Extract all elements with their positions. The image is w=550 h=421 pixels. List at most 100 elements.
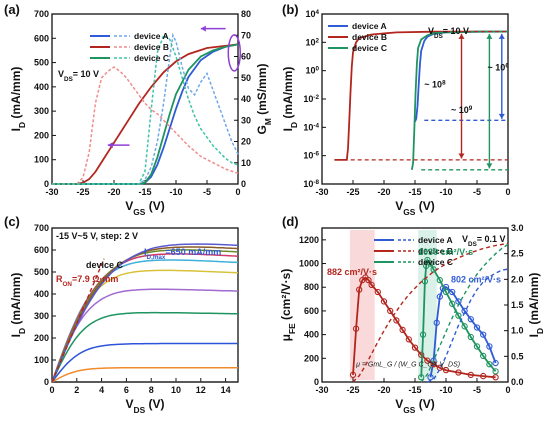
label-part: = 10 V bbox=[443, 26, 469, 36]
y-tick-label: 10-4 bbox=[303, 122, 319, 133]
y-tick-label: 1000 bbox=[299, 259, 319, 269]
legend-label: device B bbox=[418, 246, 453, 256]
y2-tick-label: 40 bbox=[241, 94, 251, 104]
panel-d: (d) -30 -25 -20 -15 -10 -5 0 0 200 400 600 800 1000 12… bbox=[279, 214, 545, 415]
y2-tick-label: 1.5 bbox=[511, 300, 524, 310]
label-part: (V) bbox=[145, 397, 164, 411]
y-tick-label: 100 bbox=[34, 355, 49, 365]
panel-a: (a)-30 -25 -20 -15 -10 -5 00100200300400500600… bbox=[4, 2, 273, 217]
label-part: V bbox=[126, 397, 134, 411]
y-tick-label: 800 bbox=[304, 282, 319, 292]
gm-series-line bbox=[52, 32, 239, 185]
y2-tick-label: 3.0 bbox=[511, 223, 524, 233]
label-part: (V) bbox=[145, 199, 164, 213]
label-part: 8 bbox=[442, 79, 446, 86]
y-tick-label: 102 bbox=[305, 37, 319, 48]
mobility-marker bbox=[480, 331, 487, 338]
label-part: (V) bbox=[415, 397, 434, 411]
mobility-marker bbox=[492, 368, 499, 375]
label-part: V bbox=[395, 199, 403, 213]
y-axis-label: μFE (cm²/V·s) bbox=[279, 269, 297, 342]
arrow-head bbox=[458, 33, 465, 39]
output-curve bbox=[51, 269, 239, 383]
y-tick-label: 0 bbox=[314, 377, 319, 387]
mobility-marker bbox=[436, 276, 443, 284]
mobility-marker bbox=[480, 352, 487, 360]
mobility-marker bbox=[393, 317, 400, 324]
highlight-ellipse bbox=[227, 34, 242, 72]
x-tick-label: 0 bbox=[505, 385, 510, 395]
label-part: ~ 10 bbox=[424, 80, 442, 90]
label-part: DS bbox=[134, 405, 146, 415]
mobility-marker bbox=[473, 324, 481, 331]
label-part: μ bbox=[279, 334, 293, 341]
mobility-marker bbox=[405, 336, 412, 343]
label-part: I bbox=[9, 128, 23, 131]
y2-axis-label: GM (mS/mm) bbox=[255, 63, 273, 134]
y2-tick-label: 2.5 bbox=[511, 249, 524, 259]
y-tick-label: 0 bbox=[44, 377, 49, 387]
ratio-label: ~ 109 bbox=[451, 105, 473, 116]
x-tick-label: 12 bbox=[196, 385, 206, 395]
label-part: V bbox=[125, 199, 133, 213]
y-axis-label: ID (mA/mm) bbox=[9, 273, 27, 338]
panel-label: (d) bbox=[282, 214, 299, 229]
legend-label: device C bbox=[352, 43, 387, 53]
label-part: I bbox=[144, 247, 147, 257]
x-tick-label: -5 bbox=[203, 187, 211, 197]
mobility-marker bbox=[467, 316, 474, 323]
label-part: ON bbox=[63, 281, 73, 288]
arrow-head bbox=[498, 33, 505, 39]
label-part: -6 bbox=[313, 150, 319, 157]
y-tick-label: 300 bbox=[34, 311, 49, 321]
arrow-head bbox=[200, 25, 206, 32]
label-part: 10 bbox=[305, 37, 315, 47]
label-part: 10 bbox=[305, 9, 315, 19]
y-tick-label: 600 bbox=[304, 306, 319, 316]
mobility-marker bbox=[399, 326, 406, 334]
x-axis-label: VGS (V) bbox=[125, 199, 164, 217]
arrow-head bbox=[486, 163, 493, 169]
y-tick-label: 200 bbox=[34, 333, 49, 343]
id-series-line bbox=[52, 43, 239, 185]
mobility-marker bbox=[427, 374, 434, 381]
y-tick-label: 400 bbox=[34, 289, 49, 299]
log-series-line bbox=[334, 30, 508, 161]
legend-label: device B bbox=[134, 42, 169, 52]
y-axis-label: ID (mA/mm) bbox=[281, 67, 299, 132]
label-part: 6 bbox=[505, 62, 509, 69]
id-series-line bbox=[352, 242, 509, 383]
label-part: G bbox=[255, 125, 269, 134]
label-part: 4 bbox=[315, 9, 319, 16]
y-tick-label: 10-8 bbox=[303, 179, 319, 190]
legend-label: device A bbox=[418, 235, 453, 245]
legend-label: device A bbox=[134, 31, 169, 41]
x-axis-label: VDS (V) bbox=[126, 397, 165, 415]
mobility-marker bbox=[492, 374, 499, 381]
mobility-marker bbox=[486, 343, 493, 350]
mobility-marker bbox=[424, 256, 431, 264]
mobility-marker bbox=[411, 344, 419, 351]
y-tick-label: 500 bbox=[34, 267, 49, 277]
label-part: D,max bbox=[147, 254, 166, 261]
x-tick-label: 0 bbox=[49, 385, 54, 395]
mobility-marker bbox=[455, 312, 462, 319]
mobility-series-line bbox=[429, 285, 497, 378]
panel-c: (c) 0 2 4 6 8 10 12 14 0 100 200 300 400 500 600 700 VDS … bbox=[4, 214, 239, 415]
label-part: (mA/mm) bbox=[527, 273, 541, 328]
id-series-line bbox=[52, 43, 239, 185]
label-part: -4 bbox=[313, 122, 319, 129]
x-tick-label: -25 bbox=[76, 187, 89, 197]
x-tick-label: 0 bbox=[505, 187, 510, 197]
output-curve bbox=[51, 253, 239, 383]
label-part: 10 bbox=[303, 151, 313, 161]
x-axis-label: VGS (V) bbox=[395, 199, 434, 217]
mobility-marker bbox=[492, 359, 499, 367]
x-tick-label: 14 bbox=[221, 385, 231, 395]
y-tick-label: 200 bbox=[34, 130, 49, 140]
y-tick-label: 100 bbox=[305, 65, 319, 76]
peak-label-a: 802 cm²/V·s bbox=[451, 274, 501, 284]
label-part: -2 bbox=[313, 94, 319, 101]
x-tick-label: -25 bbox=[346, 385, 359, 395]
mobility-marker bbox=[368, 281, 375, 289]
